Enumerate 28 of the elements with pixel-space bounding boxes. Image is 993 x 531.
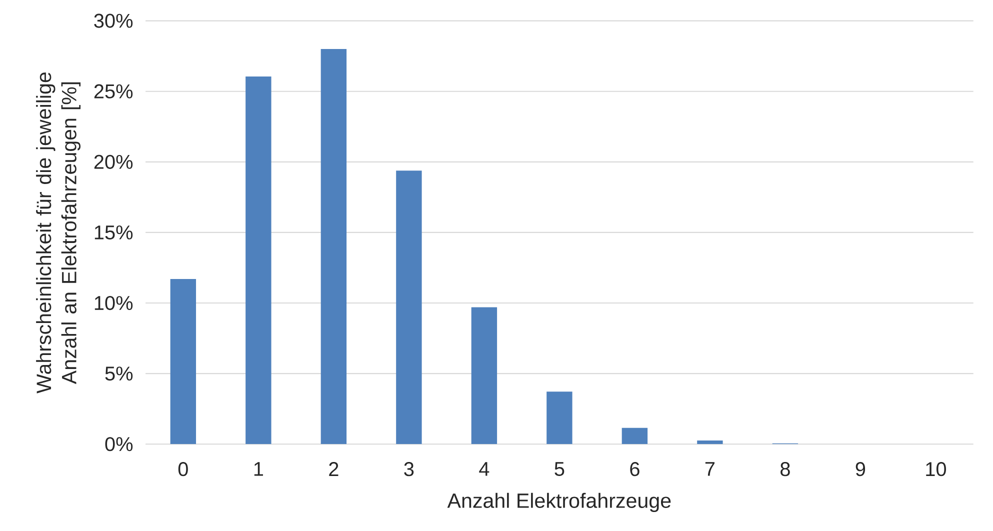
bar [396,170,422,444]
x-tick-label: 3 [404,462,414,476]
y-tick-label: 20% [94,154,133,169]
bar [697,440,723,444]
bar [170,279,196,444]
x-tick-label: 4 [479,462,490,476]
x-axis-title: Anzahl Elektrofahrzeuge [447,492,671,512]
bar [246,76,272,444]
x-tick-label: 0 [178,462,188,476]
x-tick-label: 1 [254,462,263,476]
y-tick-label: 10% [94,296,133,310]
bar [622,428,648,444]
y-tick-label: 15% [94,225,133,240]
x-tick-label: 7 [705,462,714,476]
y-tick-label: 0% [105,437,133,452]
x-tick-label: 9 [856,462,866,476]
bar [320,48,347,444]
y-tick-label: 5% [105,366,133,381]
x-tick-label: 2 [329,462,338,476]
x-tick-label: 6 [630,462,640,476]
y-axis-title: Wahrscheinlichkeit für die jeweilige Anzahl an Elektrofahrzeugen [%] [36,72,80,394]
y-tick-label: 30% [94,14,133,28]
bar [546,392,572,444]
bar [471,307,498,444]
x-tick-label: 10 [926,462,946,476]
x-tick-label: 5 [554,462,564,476]
y-tick-label: 25% [94,84,133,98]
x-tick-label: 8 [780,462,790,476]
